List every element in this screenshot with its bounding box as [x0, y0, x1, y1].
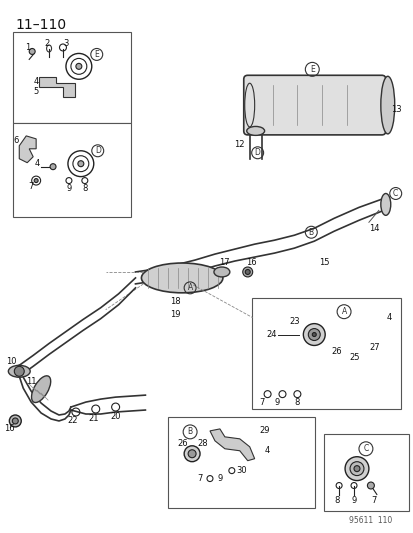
Text: 6: 6: [14, 136, 19, 146]
Text: 21: 21: [88, 415, 99, 424]
Text: A: A: [341, 307, 346, 316]
Circle shape: [50, 164, 56, 169]
Text: 7: 7: [28, 182, 34, 191]
Text: E: E: [94, 50, 99, 59]
Text: 9: 9: [351, 496, 356, 505]
Text: 10: 10: [6, 357, 17, 366]
Text: C: C: [392, 189, 397, 198]
Text: 20: 20: [110, 413, 121, 422]
Text: 11–110: 11–110: [15, 18, 66, 31]
Text: 8: 8: [294, 398, 299, 407]
Circle shape: [349, 462, 363, 475]
Text: 11: 11: [26, 377, 36, 386]
Text: 2: 2: [44, 39, 50, 48]
Text: 4: 4: [264, 446, 270, 455]
Text: 26: 26: [331, 347, 342, 356]
Text: D: D: [95, 146, 100, 155]
Text: 23: 23: [288, 317, 299, 326]
Ellipse shape: [380, 193, 390, 215]
Circle shape: [303, 324, 325, 345]
Circle shape: [76, 63, 82, 69]
Circle shape: [308, 328, 320, 341]
Ellipse shape: [380, 76, 394, 134]
Bar: [251, 298, 400, 409]
Circle shape: [78, 161, 83, 167]
Circle shape: [12, 418, 18, 424]
Circle shape: [9, 415, 21, 427]
Circle shape: [366, 482, 373, 489]
Text: 14: 14: [368, 224, 378, 233]
Text: 15: 15: [318, 257, 329, 266]
Text: 13: 13: [390, 104, 401, 114]
Text: 1: 1: [26, 43, 31, 52]
Circle shape: [311, 333, 316, 336]
Text: 26: 26: [178, 439, 188, 448]
Text: B: B: [308, 228, 313, 237]
Text: D: D: [254, 148, 260, 157]
Text: 4: 4: [33, 77, 39, 86]
Circle shape: [14, 366, 24, 376]
FancyBboxPatch shape: [243, 75, 385, 135]
Text: 30: 30: [236, 466, 247, 475]
Text: 7: 7: [197, 474, 202, 483]
Text: 7: 7: [258, 398, 263, 407]
Text: 9: 9: [217, 474, 222, 483]
Circle shape: [188, 450, 196, 458]
Text: 28: 28: [197, 439, 208, 448]
Text: 16: 16: [246, 257, 256, 266]
Polygon shape: [209, 429, 254, 461]
Text: A: A: [187, 284, 192, 293]
Ellipse shape: [8, 365, 30, 377]
Text: 4: 4: [385, 313, 390, 322]
Text: 8: 8: [334, 496, 339, 505]
Polygon shape: [39, 77, 75, 97]
Circle shape: [34, 179, 38, 183]
Circle shape: [184, 446, 199, 462]
Text: 9: 9: [66, 184, 71, 193]
Text: 7: 7: [370, 496, 376, 505]
Text: 5: 5: [33, 87, 39, 96]
Circle shape: [353, 466, 359, 472]
Text: 9: 9: [274, 398, 280, 407]
Text: 25: 25: [349, 353, 359, 362]
Circle shape: [242, 267, 252, 277]
Text: 16: 16: [4, 424, 14, 433]
Bar: [13, 123, 130, 217]
Ellipse shape: [141, 263, 222, 293]
Text: 24: 24: [266, 330, 276, 339]
Text: B: B: [187, 427, 192, 437]
Circle shape: [29, 49, 35, 54]
Ellipse shape: [246, 126, 264, 135]
Text: 4: 4: [34, 159, 40, 168]
Circle shape: [344, 457, 368, 481]
Bar: [323, 434, 408, 511]
Text: 22: 22: [67, 416, 78, 425]
Text: C: C: [363, 445, 368, 453]
Ellipse shape: [214, 267, 229, 277]
Text: 27: 27: [369, 343, 379, 352]
Text: 29: 29: [259, 426, 269, 435]
Circle shape: [244, 270, 249, 274]
Text: 95611  110: 95611 110: [349, 516, 392, 525]
Text: 17: 17: [219, 257, 230, 266]
Text: 3: 3: [63, 39, 69, 48]
Polygon shape: [19, 136, 36, 163]
Bar: [168, 417, 315, 508]
Text: 8: 8: [82, 184, 87, 193]
Text: 19: 19: [170, 310, 180, 319]
Text: 18: 18: [169, 297, 180, 306]
Text: E: E: [309, 65, 314, 74]
Ellipse shape: [31, 376, 50, 402]
Bar: [13, 31, 130, 123]
Text: 12: 12: [234, 140, 244, 149]
